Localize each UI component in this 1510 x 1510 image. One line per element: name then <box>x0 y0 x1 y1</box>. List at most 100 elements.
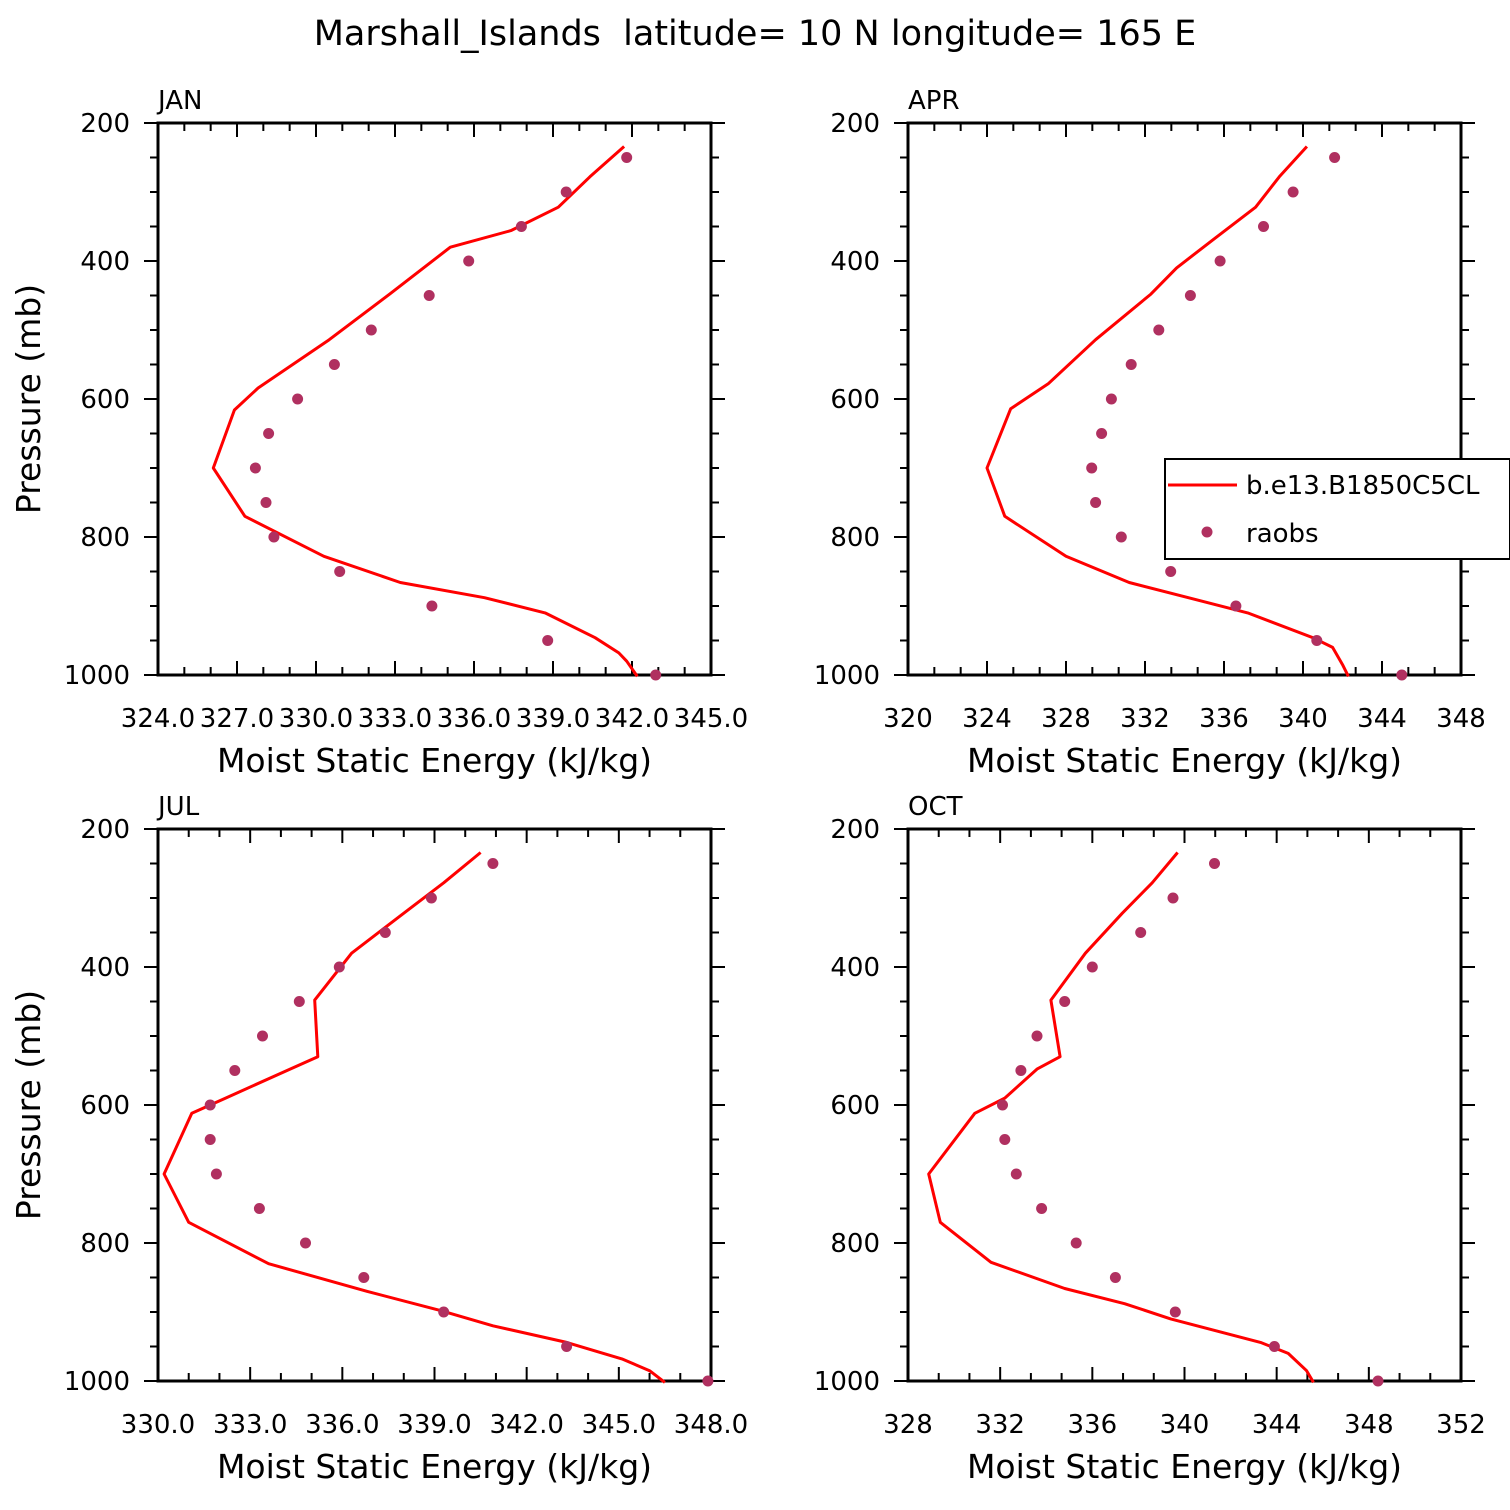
raobs-point <box>268 531 280 543</box>
raobs-point <box>1015 1065 1027 1076</box>
panel-label: JAN <box>156 86 202 116</box>
x-tick-label: 336 <box>1199 704 1249 734</box>
y-axis-label: Pressure (mb) <box>9 990 48 1220</box>
raobs-point <box>1153 324 1165 336</box>
raobs-point <box>487 858 499 869</box>
raobs-point <box>379 927 391 938</box>
x-tick-label: 330.0 <box>279 704 353 734</box>
y-tick-label: 800 <box>80 523 130 553</box>
raobs-point <box>260 497 272 508</box>
raobs-point <box>365 324 377 336</box>
y-tick-label: 400 <box>830 247 880 277</box>
x-axis-label: Moist Static Energy (kJ/kg) <box>967 1447 1402 1486</box>
raobs-point <box>204 1099 216 1111</box>
y-tick-label: 800 <box>830 1229 880 1259</box>
raobs-point <box>702 1375 714 1387</box>
raobs-point <box>1096 428 1108 439</box>
x-axis-label: Moist Static Energy (kJ/kg) <box>967 741 1402 780</box>
x-tick-label: 345.0 <box>582 1410 656 1440</box>
x-tick-label: 332 <box>1120 704 1170 734</box>
raobs-point <box>328 359 340 370</box>
plot-frame <box>906 121 1463 677</box>
y-tick-label: 400 <box>80 953 130 983</box>
raobs-point <box>253 1203 265 1214</box>
raobs-point <box>263 428 275 439</box>
raobs-point <box>1090 497 1102 508</box>
model-line <box>211 145 639 678</box>
y-tick-label: 400 <box>80 247 130 277</box>
raobs-point <box>423 290 435 301</box>
y-tick-label: 800 <box>830 523 880 553</box>
plot-frame <box>156 827 713 1383</box>
raobs-point <box>1230 600 1242 612</box>
raobs-point <box>334 566 346 577</box>
raobs-point <box>1010 1168 1022 1180</box>
x-axis-label: Moist Static Energy (kJ/kg) <box>217 741 652 780</box>
x-tick-label: 342.0 <box>595 704 669 734</box>
model-line <box>927 851 1315 1384</box>
raobs-point <box>204 1134 216 1145</box>
y-tick-label: 800 <box>80 1229 130 1259</box>
raobs-point <box>1287 186 1299 198</box>
raobs-point <box>1184 290 1196 301</box>
x-tick-label: 345.0 <box>674 704 748 734</box>
raobs-point <box>1268 1341 1280 1352</box>
x-tick-label: 339.0 <box>516 704 590 734</box>
raobs-point <box>515 221 527 232</box>
panel-oct: 328 332 336 340 344 348 352 200 400 600 800 1000 OCT… <box>814 792 1486 1486</box>
raobs-point <box>1209 858 1220 869</box>
panel-label: OCT <box>908 792 963 822</box>
raobs-point <box>438 1306 450 1318</box>
raobs-point <box>560 186 572 198</box>
y-tick-label: 1000 <box>64 661 130 691</box>
raobs-point <box>1311 635 1323 646</box>
panels: 324.0 327.0 330.0 333.0 336.0 339.0 342.0 345.0… <box>9 86 1510 1486</box>
raobs-point <box>1135 927 1147 938</box>
panel-label: JUL <box>156 792 200 822</box>
legend-label-model: b.e13.B1850C5CL <box>1246 471 1480 501</box>
y-tick-label: 200 <box>830 815 880 845</box>
y-tick-label: 1000 <box>814 661 880 691</box>
y-tick-label: 600 <box>80 1091 130 1121</box>
x-tick-label: 333.0 <box>358 704 432 734</box>
panel-label: APR <box>908 86 960 116</box>
x-tick-label: 352 <box>1436 1410 1486 1440</box>
raobs-point <box>542 635 554 646</box>
raobs-point <box>1169 1306 1181 1318</box>
x-axis-label: Moist Static Energy (kJ/kg) <box>217 1447 652 1486</box>
x-tick-label: 348 <box>1436 704 1486 734</box>
panel-jan: 324.0 327.0 330.0 333.0 336.0 339.0 342.0 345.0… <box>9 86 748 780</box>
raobs-point <box>561 1341 573 1352</box>
plot-frame <box>156 121 713 677</box>
raobs-point <box>1059 996 1071 1007</box>
raobs-point <box>650 669 662 681</box>
y-axis-label: Pressure (mb) <box>9 284 48 514</box>
raobs-point <box>1031 1030 1043 1042</box>
x-tick-label: 348 <box>1344 1410 1394 1440</box>
y-tick-label: 200 <box>80 109 130 139</box>
raobs-point <box>426 600 438 612</box>
y-tick-label: 600 <box>830 385 880 415</box>
x-tick-label: 340 <box>1278 704 1328 734</box>
figure-title: Marshall_Islands latitude= 10 N longitud… <box>314 14 1197 54</box>
y-tick-label: 1000 <box>64 1367 130 1397</box>
y-tick-label: 400 <box>830 953 880 983</box>
raobs-point <box>999 1134 1011 1145</box>
raobs-point <box>1258 221 1269 232</box>
raobs-point <box>1105 393 1117 405</box>
x-tick-label: 339.0 <box>397 1410 471 1440</box>
x-tick-label: 330.0 <box>121 1410 195 1440</box>
x-tick-label: 336 <box>1068 1410 1118 1440</box>
legend-box <box>1164 458 1510 560</box>
y-tick-label: 200 <box>830 109 880 139</box>
x-tick-label: 348.0 <box>674 1410 748 1440</box>
raobs-point <box>1036 1203 1048 1214</box>
x-tick-label: 336.0 <box>305 1410 379 1440</box>
y-tick-label: 1000 <box>814 1367 880 1397</box>
raobs-point <box>249 462 261 474</box>
x-tick-label: 332 <box>975 1410 1025 1440</box>
x-tick-label: 328 <box>1041 704 1091 734</box>
raobs-point <box>997 1099 1008 1111</box>
raobs-point <box>1167 892 1179 904</box>
legend: b.e13.B1850C5CL raobs <box>1164 458 1510 560</box>
